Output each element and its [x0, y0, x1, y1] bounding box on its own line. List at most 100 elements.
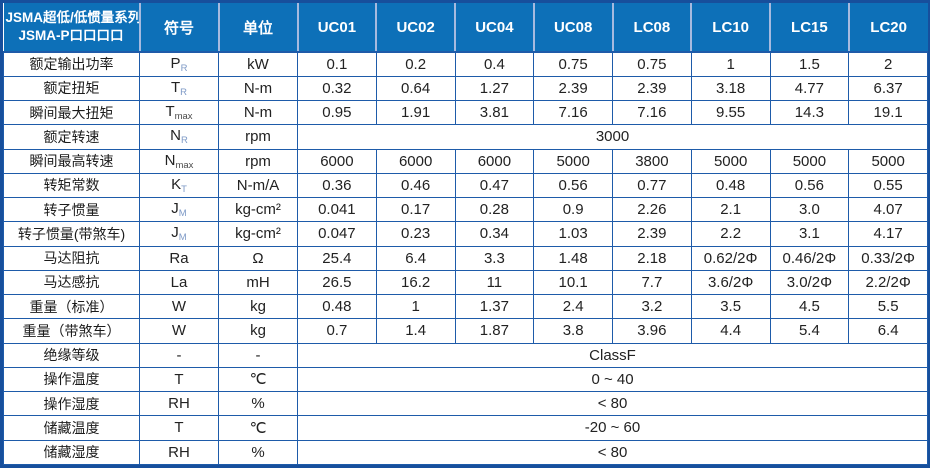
symbol-cell: Ra	[139, 245, 219, 271]
table-row: 储藏温度 T ℃ -20 ~ 60	[3, 415, 928, 441]
value-cell: 1.27	[454, 75, 535, 102]
value-cell: 0.17	[375, 196, 456, 223]
row-label: 操作温度	[3, 366, 140, 393]
column-header-model-LC20: LC20	[847, 3, 928, 53]
unit-cell: kW	[218, 51, 298, 77]
symbol-cell: T	[139, 415, 219, 441]
row-label: 马达感抗	[3, 269, 140, 296]
symbol-base: RH	[168, 443, 190, 461]
value-cell: 0.56	[769, 172, 850, 199]
table-row: 操作湿度 RH% < 80	[3, 390, 928, 417]
value-cell: 0.62/2Φ	[690, 245, 771, 271]
table-row: 马达阻抗 Ra Ω 25.4 6.4 3.3 1.48 2.18 0.62/2Φ 0.46/2Φ 0…	[3, 245, 928, 271]
column-header-model-LC08: LC08	[611, 3, 692, 53]
value-cell: 1.91	[375, 99, 456, 126]
value-cell: 7.7	[612, 269, 692, 296]
unit-cell: kg	[218, 293, 298, 320]
symbol-cell: -	[139, 342, 219, 368]
value-cell: 1	[375, 293, 456, 320]
table-row: 额定扭矩 TR N-m 0.32 0.64 1.27 2.39 2.39 3.18 4.77 6.3…	[3, 75, 928, 102]
value-cell: 2.39	[533, 75, 613, 102]
value-cell: 1.4	[375, 318, 456, 344]
value-cell: 2.39	[612, 221, 692, 247]
symbol-base: La	[170, 273, 188, 291]
symbol-base: T	[174, 419, 184, 437]
value-cell: 3.0	[769, 196, 850, 223]
row-label: 额定转速	[3, 124, 140, 150]
table-row: 绝缘等级 - - ClassF	[3, 342, 928, 368]
value-cell: 1.5	[769, 51, 850, 77]
value-cell: 5000	[848, 148, 928, 174]
symbol-subscript: M	[178, 232, 187, 244]
symbol-base: P	[170, 54, 181, 72]
value-cell: 0.34	[454, 221, 535, 247]
value-cell: 0.1	[297, 51, 377, 77]
symbol-cell: JM	[139, 196, 219, 223]
unit-cell: Ω	[218, 245, 298, 271]
table-row: 瞬间最大扭矩 Tmax N-m 0.95 1.91 3.81 7.16 7.16 9.55 14.…	[3, 99, 928, 126]
value-cell: 0.36	[297, 172, 377, 199]
value-cell: 0.75	[612, 51, 692, 77]
unit-cell: kg-cm²	[218, 196, 298, 223]
value-cell: 2.1	[690, 196, 771, 223]
symbol-cell: W	[139, 293, 219, 320]
value-cell: 2.18	[612, 245, 692, 271]
symbol-cell: NR	[139, 124, 219, 150]
unit-cell: rpm	[218, 148, 298, 174]
value-cell: 5.5	[848, 293, 928, 320]
value-cell: 0.4	[454, 51, 535, 77]
value-cell: 14.3	[769, 99, 850, 126]
unit-cell: kg-cm²	[218, 221, 298, 247]
symbol-cell: Tmax	[139, 99, 219, 126]
symbol-cell: JM	[139, 221, 219, 247]
value-cell: 2.26	[612, 196, 692, 223]
value-cell: 5000	[533, 148, 613, 174]
value-cell: 0.7	[297, 318, 377, 344]
unit-cell: N-m/A	[218, 172, 298, 199]
value-cell: 3.0/2Φ	[769, 269, 850, 296]
row-label: 额定输出功率	[3, 51, 140, 77]
value-cell: 10.1	[533, 269, 613, 296]
value-cell: 11	[454, 269, 535, 296]
value-cell: 0.47	[454, 172, 535, 199]
row-label: 瞬间最大扭矩	[3, 99, 140, 126]
value-cell: 0.23	[375, 221, 456, 247]
value-cell: 3.18	[690, 75, 771, 102]
symbol-subscript: R	[180, 86, 188, 98]
value-cell: 2	[848, 51, 928, 77]
unit-cell: ℃	[218, 415, 298, 441]
symbol-base: Ra	[169, 249, 189, 267]
value-cell: 0.32	[297, 75, 377, 102]
symbol-subscript: T	[181, 183, 187, 195]
merged-value-cell: ClassF	[297, 342, 928, 368]
value-cell: 0.48	[297, 293, 377, 320]
value-cell: 0.95	[297, 99, 377, 126]
value-cell: 1.37	[454, 293, 535, 320]
symbol-cell: RH	[139, 390, 219, 417]
symbol-cell: KT	[139, 172, 219, 199]
merged-value-cell: 3000	[297, 124, 928, 150]
symbol-cell: La	[139, 269, 219, 296]
column-header-model-LC15: LC15	[769, 3, 849, 53]
value-cell: 2.39	[612, 75, 692, 102]
column-header-symbol: 符号	[138, 3, 219, 53]
symbol-cell: T	[139, 366, 219, 393]
value-cell: 3.96	[612, 318, 692, 344]
value-cell: 6.37	[848, 75, 928, 102]
symbol-base: J	[171, 200, 179, 218]
value-cell: 3.81	[454, 99, 535, 126]
value-cell: 1.48	[533, 245, 613, 271]
table-row: 转矩常数 KT N-m/A 0.36 0.46 0.47 0.56 0.77 0.48 0.56 0…	[3, 172, 928, 199]
unit-cell: kg	[218, 318, 298, 344]
row-label: 转子惯量(带煞车)	[3, 221, 140, 247]
value-cell: 3.5	[690, 293, 771, 320]
row-label: 重量（标准）	[3, 293, 140, 320]
symbol-base: T	[165, 103, 175, 121]
unit-cell: %	[218, 439, 298, 465]
value-cell: 3800	[612, 148, 692, 174]
row-label: 瞬间最高转速	[3, 148, 140, 174]
symbol-cell: W	[139, 318, 219, 344]
row-label: 储藏温度	[3, 415, 140, 441]
spec-table: JSMA超低/低惯量系列 JSMA-P口口口口 符号 单位 UC01 UC02 UC…	[3, 3, 928, 465]
